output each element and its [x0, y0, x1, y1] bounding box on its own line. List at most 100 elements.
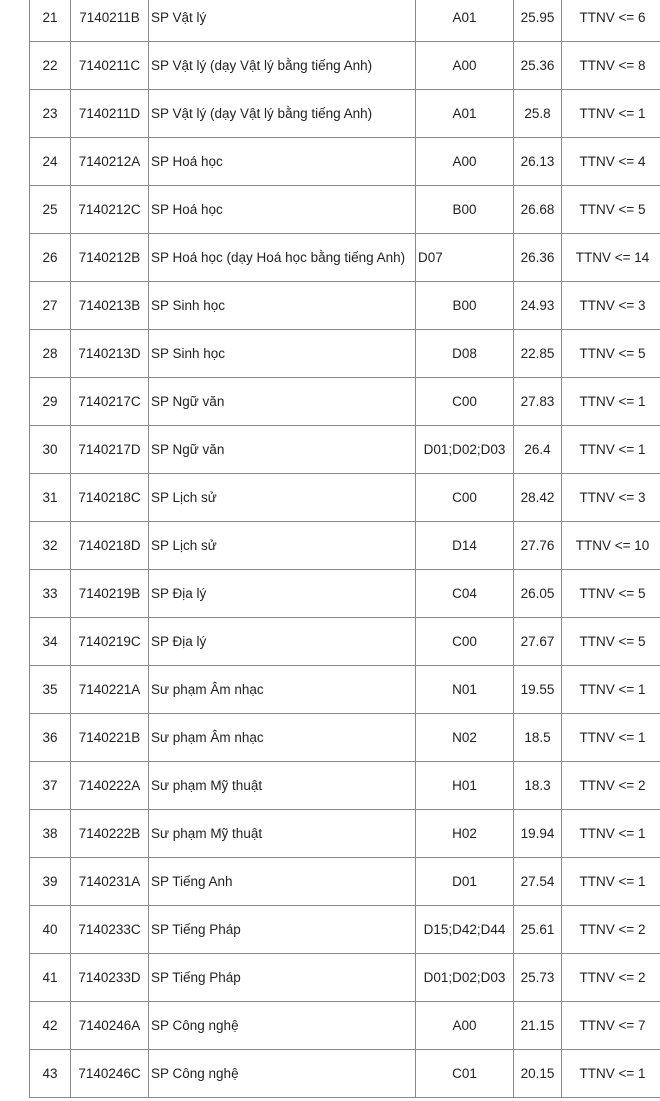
row-number: 34	[29, 617, 71, 666]
cutoff-score: 20.15	[513, 1049, 562, 1098]
subject-combination: D01	[415, 857, 514, 906]
table-row: 26 7140212B SP Hoá học (dạy Hoá học bằng t…	[29, 233, 660, 282]
subject-combination: C00	[415, 377, 514, 426]
subject-combination: D07	[415, 233, 514, 282]
major-name: SP Tiếng Pháp	[148, 905, 416, 954]
priority-condition: TTNV <= 1	[561, 809, 660, 858]
major-name: SP Hoá học (dạy Hoá học bằng tiếng Anh)	[148, 233, 416, 282]
row-number: 24	[29, 137, 71, 186]
cutoff-score: 27.83	[513, 377, 562, 426]
subject-combination: N01	[415, 665, 514, 714]
table-row: 23 7140211D SP Vật lý (dạy Vật lý bằng tiế…	[29, 89, 660, 138]
row-number: 29	[29, 377, 71, 426]
cutoff-score: 25.8	[513, 89, 562, 138]
subject-combination: D08	[415, 329, 514, 378]
table-row: 37 7140222A Sư phạm Mỹ thuật H01 18.3 TTNV <=…	[29, 761, 660, 810]
table-row: 43 7140246C SP Công nghệ C01 20.15 TTNV <= 1	[29, 1049, 660, 1098]
subject-combination: A01	[415, 89, 514, 138]
major-code: 7140222A	[70, 761, 149, 810]
priority-condition: TTNV <= 1	[561, 377, 660, 426]
major-code: 7140211B	[70, 0, 149, 42]
major-code: 7140233D	[70, 953, 149, 1002]
major-name: SP Ngữ văn	[148, 377, 416, 426]
priority-condition: TTNV <= 1	[561, 713, 660, 762]
admission-scores-table: 21 7140211B SP Vật lý A01 25.95 TTNV <= 6 22 71…	[29, 0, 660, 1098]
cutoff-score: 22.85	[513, 329, 562, 378]
priority-condition: TTNV <= 1	[561, 1049, 660, 1098]
priority-condition: TTNV <= 3	[561, 473, 660, 522]
subject-combination: D01;D02;D03	[415, 425, 514, 474]
major-code: 7140231A	[70, 857, 149, 906]
row-number: 36	[29, 713, 71, 762]
major-code: 7140219B	[70, 569, 149, 618]
table-row: 27 7140213B SP Sinh học B00 24.93 TTNV <= 3	[29, 281, 660, 330]
major-name: SP Lịch sử	[148, 521, 416, 570]
major-name: SP Tiếng Pháp	[148, 953, 416, 1002]
table-row: 35 7140221A Sư phạm Âm nhạc N01 19.55 TTNV <=…	[29, 665, 660, 714]
row-number: 41	[29, 953, 71, 1002]
cutoff-score: 25.95	[513, 0, 562, 42]
row-number: 42	[29, 1001, 71, 1050]
subject-combination: B00	[415, 185, 514, 234]
subject-combination: A00	[415, 41, 514, 90]
subject-combination: A00	[415, 1001, 514, 1050]
priority-condition: TTNV <= 5	[561, 617, 660, 666]
subject-combination: H01	[415, 761, 514, 810]
cutoff-score: 25.61	[513, 905, 562, 954]
major-code: 7140233C	[70, 905, 149, 954]
table-row: 29 7140217C SP Ngữ văn C00 27.83 TTNV <= 1	[29, 377, 660, 426]
priority-condition: TTNV <= 6	[561, 0, 660, 42]
table-row: 28 7140213D SP Sinh học D08 22.85 TTNV <= 5	[29, 329, 660, 378]
row-number: 33	[29, 569, 71, 618]
priority-condition: TTNV <= 2	[561, 905, 660, 954]
major-name: SP Tiếng Anh	[148, 857, 416, 906]
subject-combination: B00	[415, 281, 514, 330]
row-number: 21	[29, 0, 71, 42]
major-name: Sư phạm Mỹ thuật	[148, 809, 416, 858]
subject-combination: H02	[415, 809, 514, 858]
priority-condition: TTNV <= 5	[561, 329, 660, 378]
major-code: 7140221B	[70, 713, 149, 762]
cutoff-score: 26.68	[513, 185, 562, 234]
major-name: Sư phạm Mỹ thuật	[148, 761, 416, 810]
major-code: 7140211D	[70, 89, 149, 138]
cutoff-score: 27.76	[513, 521, 562, 570]
major-code: 7140222B	[70, 809, 149, 858]
major-name: SP Vật lý (dạy Vật lý bằng tiếng Anh)	[148, 89, 416, 138]
row-number: 30	[29, 425, 71, 474]
major-code: 7140211C	[70, 41, 149, 90]
major-name: SP Vật lý (dạy Vật lý bằng tiếng Anh)	[148, 41, 416, 90]
table-row: 25 7140212C SP Hoá học B00 26.68 TTNV <= 5	[29, 185, 660, 234]
major-code: 7140218C	[70, 473, 149, 522]
cutoff-score: 18.3	[513, 761, 562, 810]
priority-condition: TTNV <= 3	[561, 281, 660, 330]
major-name: Sư phạm Âm nhạc	[148, 665, 416, 714]
major-code: 7140212C	[70, 185, 149, 234]
table-row: 38 7140222B Sư phạm Mỹ thuật H02 19.94 TTNV <…	[29, 809, 660, 858]
row-number: 22	[29, 41, 71, 90]
cutoff-score: 21.15	[513, 1001, 562, 1050]
major-name: SP Hoá học	[148, 185, 416, 234]
priority-condition: TTNV <= 7	[561, 1001, 660, 1050]
major-code: 7140221A	[70, 665, 149, 714]
priority-condition: TTNV <= 8	[561, 41, 660, 90]
major-code: 7140218D	[70, 521, 149, 570]
major-name: SP Địa lý	[148, 617, 416, 666]
table-row: 30 7140217D SP Ngữ văn D01;D02;D03 26.4 TTNV …	[29, 425, 660, 474]
subject-combination: A01	[415, 0, 514, 42]
table-row: 40 7140233C SP Tiếng Pháp D15;D42;D44 25.61 T…	[29, 905, 660, 954]
subject-combination: C04	[415, 569, 514, 618]
subject-combination: N02	[415, 713, 514, 762]
cutoff-score: 26.4	[513, 425, 562, 474]
cutoff-score: 28.42	[513, 473, 562, 522]
major-code: 7140213B	[70, 281, 149, 330]
major-name: SP Lịch sử	[148, 473, 416, 522]
major-code: 7140219C	[70, 617, 149, 666]
row-number: 43	[29, 1049, 71, 1098]
row-number: 32	[29, 521, 71, 570]
table-row: 41 7140233D SP Tiếng Pháp D01;D02;D03 25.73 T…	[29, 953, 660, 1002]
row-number: 26	[29, 233, 71, 282]
major-name: SP Công nghệ	[148, 1001, 416, 1050]
major-code: 7140217D	[70, 425, 149, 474]
priority-condition: TTNV <= 1	[561, 857, 660, 906]
